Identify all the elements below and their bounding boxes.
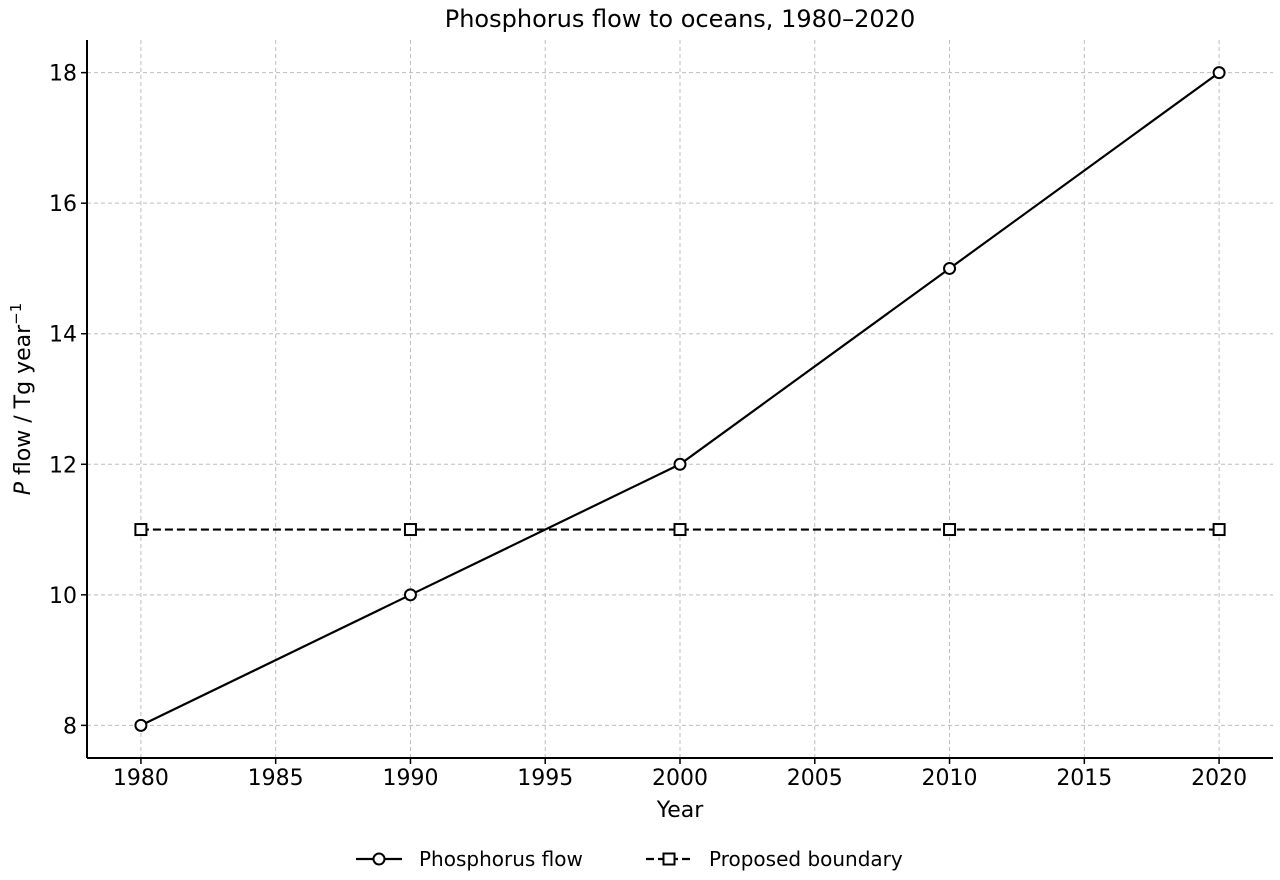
x-tick-label-2000: 2000 <box>652 766 708 791</box>
chart-title: Phosphorus flow to oceans, 1980–2020 <box>445 5 915 33</box>
x-axis-label: Year <box>656 798 705 823</box>
x-tick-label-1980: 1980 <box>113 766 169 791</box>
data-point-proposed-boundary-1990 <box>403 523 417 537</box>
y-tick-label-10: 10 <box>49 584 77 609</box>
y-tick-label-18: 18 <box>49 62 77 87</box>
x-ticks: 1980 1985 1990 1995 2000 2005 2010 2015 2020 <box>113 758 1247 791</box>
legend: Phosphorus flow Proposed boundary <box>356 847 903 871</box>
data-point-phosphorus-flow-2020 <box>1212 66 1226 80</box>
y-tick-label-8: 8 <box>63 714 77 739</box>
data-point-phosphorus-flow-1980 <box>134 718 148 732</box>
y-tick-label-14: 14 <box>49 323 77 348</box>
data-point-proposed-boundary-2000 <box>673 523 687 537</box>
series <box>134 66 1226 732</box>
series-phosphorus-flow <box>134 66 1226 732</box>
x-tick-label-2010: 2010 <box>922 766 978 791</box>
data-point-proposed-boundary-1980 <box>134 523 148 537</box>
data-point-proposed-boundary-2020 <box>1212 523 1226 537</box>
legend-marker-phosphorus-flow <box>372 852 386 866</box>
y-ticks: 8 10 12 14 16 18 <box>49 62 87 739</box>
y-axis-label-exponent: −1 <box>7 303 25 325</box>
x-tick-label-2020: 2020 <box>1191 766 1247 791</box>
y-axis-label-text: flow / Tg year <box>11 324 36 482</box>
x-tick-label-2005: 2005 <box>787 766 843 791</box>
y-tick-label-16: 16 <box>49 192 77 217</box>
data-point-phosphorus-flow-1990 <box>403 588 417 602</box>
grid <box>87 40 1273 758</box>
x-tick-label-1995: 1995 <box>517 766 573 791</box>
legend-marker-proposed-boundary <box>662 852 676 866</box>
x-tick-label-1985: 1985 <box>248 766 304 791</box>
legend-label-proposed-boundary: Proposed boundary <box>709 847 903 871</box>
series-proposed-boundary <box>134 523 1226 537</box>
x-tick-label-1990: 1990 <box>382 766 438 791</box>
y-axis-label: P flow / Tg year−1 <box>7 303 36 496</box>
data-point-proposed-boundary-2010 <box>943 523 957 537</box>
data-point-phosphorus-flow-2010 <box>943 261 957 275</box>
data-point-phosphorus-flow-2000 <box>673 457 687 471</box>
y-tick-label-12: 12 <box>49 453 77 478</box>
x-tick-label-2015: 2015 <box>1056 766 1112 791</box>
legend-label-phosphorus-flow: Phosphorus flow <box>419 847 583 871</box>
y-axis-label-var: P <box>11 481 36 495</box>
